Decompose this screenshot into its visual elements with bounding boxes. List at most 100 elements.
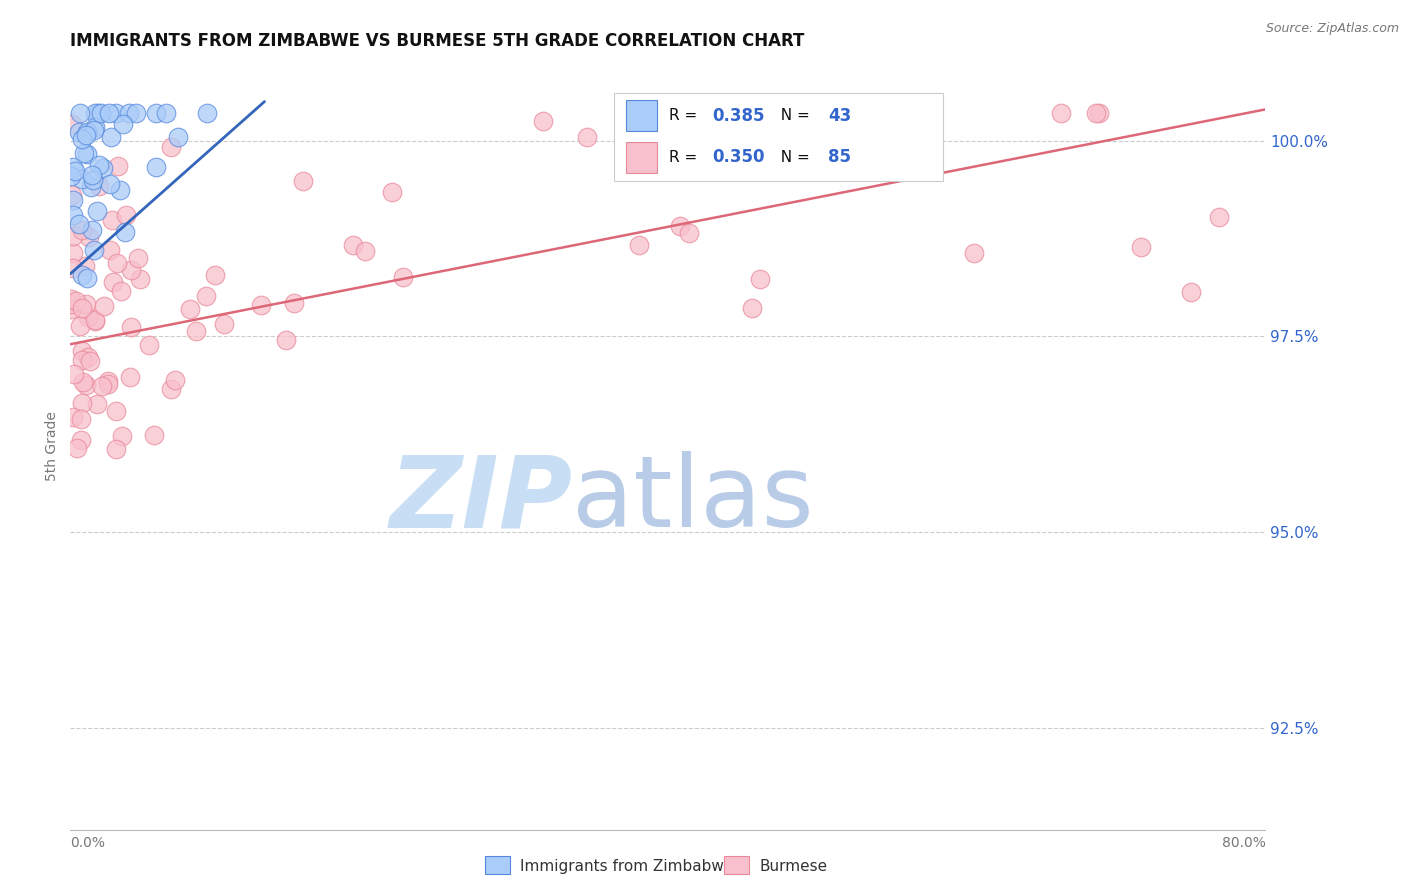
Point bbox=[291, 174, 314, 188]
Point bbox=[70, 343, 93, 358]
Point bbox=[118, 106, 141, 120]
Point bbox=[67, 125, 90, 139]
Point bbox=[100, 243, 122, 257]
Point bbox=[70, 222, 93, 236]
Point bbox=[91, 161, 114, 176]
Point bbox=[576, 130, 599, 145]
Point bbox=[783, 106, 806, 120]
Text: R =: R = bbox=[669, 108, 702, 123]
Point bbox=[70, 268, 93, 282]
Point bbox=[179, 302, 201, 317]
Point bbox=[84, 313, 107, 327]
Point bbox=[87, 178, 110, 193]
Point bbox=[60, 292, 83, 306]
Point bbox=[749, 272, 772, 286]
Point bbox=[80, 179, 103, 194]
Point bbox=[65, 163, 87, 178]
Point bbox=[84, 120, 107, 134]
Point bbox=[100, 212, 122, 227]
Point bbox=[195, 289, 218, 303]
FancyBboxPatch shape bbox=[626, 101, 657, 131]
Point bbox=[214, 317, 236, 331]
Point bbox=[65, 293, 87, 308]
Point bbox=[60, 117, 83, 131]
Text: N =: N = bbox=[770, 150, 814, 165]
Point bbox=[70, 131, 93, 145]
Point bbox=[69, 106, 91, 120]
Point bbox=[741, 301, 763, 315]
Point bbox=[381, 185, 404, 199]
Text: 80.0%: 80.0% bbox=[1222, 836, 1265, 850]
Point bbox=[110, 284, 132, 298]
Text: 43: 43 bbox=[828, 107, 851, 125]
Point bbox=[1180, 285, 1202, 299]
Point bbox=[77, 229, 100, 244]
Point bbox=[60, 187, 83, 202]
Point bbox=[166, 130, 188, 145]
Point bbox=[87, 106, 110, 120]
Point bbox=[138, 338, 160, 352]
Point bbox=[69, 319, 91, 334]
FancyBboxPatch shape bbox=[614, 93, 943, 181]
Point bbox=[97, 106, 120, 120]
Point bbox=[66, 441, 89, 455]
Point bbox=[1208, 211, 1230, 225]
Point bbox=[1049, 106, 1071, 120]
Point bbox=[84, 106, 107, 120]
Point bbox=[204, 268, 226, 282]
Point bbox=[75, 128, 97, 142]
Point bbox=[70, 433, 93, 447]
Point bbox=[107, 159, 129, 173]
Text: atlas: atlas bbox=[572, 451, 814, 549]
Text: 0.350: 0.350 bbox=[711, 148, 765, 166]
Point bbox=[72, 375, 94, 389]
Point bbox=[70, 411, 93, 425]
Point bbox=[86, 204, 108, 219]
Text: Immigrants from Zimbabwe: Immigrants from Zimbabwe bbox=[520, 859, 734, 873]
Point bbox=[70, 353, 93, 368]
Point bbox=[531, 114, 554, 128]
Point bbox=[145, 160, 167, 174]
Point bbox=[114, 208, 136, 222]
Point bbox=[93, 299, 115, 313]
Point bbox=[118, 369, 141, 384]
Point bbox=[62, 261, 84, 276]
Point bbox=[73, 145, 96, 160]
Point bbox=[142, 427, 165, 442]
Point bbox=[80, 168, 103, 182]
Point bbox=[79, 353, 101, 368]
Point bbox=[97, 376, 120, 391]
Point bbox=[105, 404, 128, 418]
Point bbox=[72, 172, 94, 186]
Point bbox=[184, 324, 207, 338]
Point bbox=[963, 246, 986, 260]
Text: IMMIGRANTS FROM ZIMBABWE VS BURMESE 5TH GRADE CORRELATION CHART: IMMIGRANTS FROM ZIMBABWE VS BURMESE 5TH … bbox=[70, 32, 804, 50]
Point bbox=[83, 243, 105, 257]
Text: ZIP: ZIP bbox=[389, 451, 572, 549]
Point bbox=[62, 193, 84, 207]
FancyBboxPatch shape bbox=[626, 142, 657, 172]
Point bbox=[76, 350, 98, 364]
Point bbox=[67, 217, 90, 231]
Point bbox=[283, 296, 305, 310]
Point bbox=[76, 147, 98, 161]
Point bbox=[62, 409, 84, 424]
Point bbox=[62, 208, 84, 222]
Point bbox=[155, 106, 177, 120]
Point bbox=[100, 130, 122, 145]
Point bbox=[120, 320, 142, 334]
Point bbox=[127, 252, 149, 266]
Text: Burmese: Burmese bbox=[759, 859, 827, 873]
Point bbox=[114, 225, 136, 239]
Point bbox=[120, 262, 142, 277]
Point bbox=[342, 238, 364, 252]
Point bbox=[60, 297, 83, 311]
Point bbox=[354, 244, 377, 258]
Point bbox=[160, 140, 183, 154]
Point bbox=[77, 310, 100, 324]
Text: N =: N = bbox=[770, 108, 814, 123]
Text: 0.385: 0.385 bbox=[711, 107, 765, 125]
Point bbox=[60, 169, 83, 183]
Point bbox=[103, 275, 125, 289]
Point bbox=[105, 106, 128, 120]
